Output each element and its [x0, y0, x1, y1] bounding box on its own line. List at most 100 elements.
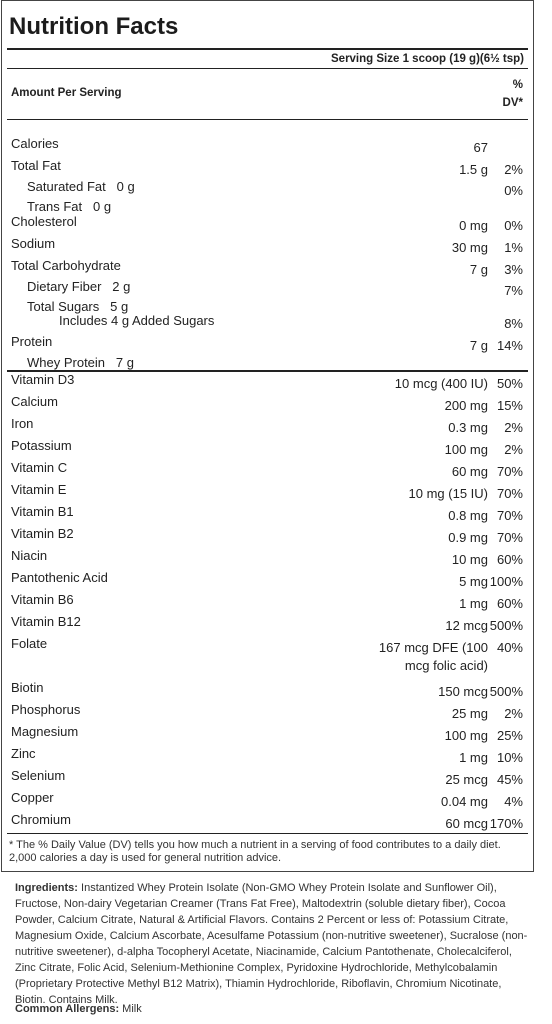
- vitamin-name: Vitamin B2: [11, 526, 74, 541]
- vitamin-name: Biotin: [11, 680, 44, 695]
- vitamin-name: Magnesium: [11, 724, 79, 739]
- vitamin-amount: 10 mg: [451, 552, 488, 567]
- vitamin-amount: 200 mg: [444, 398, 488, 413]
- row-whey-protein-name: Whey Protein 7 g: [27, 355, 134, 370]
- vitamin-name: Phosphorus: [11, 702, 81, 717]
- row-saturated-fat-dv: 0%: [504, 183, 523, 198]
- vitamin-name: Chromium: [11, 812, 71, 827]
- vitamin-name: Vitamin B6: [11, 592, 74, 607]
- ingredients-block: Ingredients: Instantized Whey Protein Is…: [15, 880, 535, 1008]
- vitamin-dv: 70%: [496, 508, 523, 523]
- vitamin-amount: 10 mg (15 IU): [408, 486, 488, 501]
- vitamin-amount: 167 mcg DFE (100: [378, 640, 488, 655]
- row-protein-amount: 7 g: [469, 338, 488, 353]
- row-calories-amount: 67: [473, 140, 488, 155]
- row-dietary-fiber-name: Dietary Fiber 2 g: [27, 279, 131, 294]
- vitamin-amount: 1 mg: [459, 596, 488, 611]
- vitamin-amount: 60 mcg: [445, 816, 488, 831]
- row-sodium-name: Sodium: [11, 236, 56, 251]
- row-saturated-fat-name: Saturated Fat 0 g: [27, 179, 135, 194]
- row-dietary-fiber-dv: 7%: [504, 283, 523, 298]
- vitamin-name: Copper: [11, 790, 54, 805]
- vitamin-dv: 100%: [489, 574, 523, 589]
- row-protein-name: Protein: [11, 334, 53, 349]
- row-carbohydrate-dv: 3%: [504, 262, 523, 277]
- ingredients-text: Instantized Whey Protein Isolate (Non-GM…: [15, 882, 528, 1006]
- vitamin-amount: 10 mcg (400 IU): [394, 376, 488, 391]
- allergens-block: Common Allergens: Milk: [15, 1003, 142, 1015]
- vitamin-amount: 150 mcg: [438, 684, 488, 699]
- vitamin-dv: 2%: [504, 442, 523, 457]
- vitamin-amount: 0.8 mg: [448, 508, 488, 523]
- vitamin-amount-line2: mcg folic acid): [404, 658, 488, 673]
- dv-header-label: DV*: [502, 97, 523, 109]
- row-total-fat-amount: 1.5 g: [459, 162, 488, 177]
- vitamin-name: Vitamin E: [11, 482, 67, 497]
- dv-footnote: * The % Daily Value (DV) tells you how m…: [9, 839, 501, 864]
- vitamin-name: Vitamin B1: [11, 504, 74, 519]
- vitamin-dv: 60%: [496, 596, 523, 611]
- vitamin-amount: 1 mg: [459, 750, 488, 765]
- vitamin-amount: 5 mg: [459, 574, 488, 589]
- vitamin-amount: 100 mg: [444, 442, 488, 457]
- vitamin-dv: 40%: [496, 640, 523, 655]
- vitamin-dv: 70%: [496, 486, 523, 501]
- vitamin-dv: 2%: [504, 420, 523, 435]
- amount-rule: [7, 119, 528, 120]
- vitamin-name: Niacin: [11, 548, 48, 563]
- dv-header-percent: %: [512, 79, 523, 91]
- vitamin-dv: 15%: [496, 398, 523, 413]
- row-total-fat-name: Total Fat: [11, 158, 61, 173]
- vitamin-name: Potassium: [11, 438, 72, 453]
- vitamin-name: Pantothenic Acid: [11, 570, 108, 585]
- vitamin-dv: 45%: [496, 772, 523, 787]
- row-sodium-amount: 30 mg: [451, 240, 488, 255]
- vitamin-dv: 70%: [496, 464, 523, 479]
- row-cholesterol-amount: 0 mg: [459, 218, 488, 233]
- allergens-text: Milk: [122, 1003, 142, 1015]
- panel-title: Nutrition Facts: [9, 13, 179, 40]
- vitamin-name: Vitamin B12: [11, 614, 81, 629]
- row-carbohydrate-amount: 7 g: [469, 262, 488, 277]
- vitamin-amount: 12 mcg: [445, 618, 488, 633]
- row-carbohydrate-name: Total Carbohydrate: [11, 258, 121, 273]
- row-total-sugars-name: Total Sugars 5 g: [27, 299, 129, 314]
- vitamin-amount: 25 mcg: [445, 772, 488, 787]
- row-sodium-dv: 1%: [504, 240, 523, 255]
- row-added-sugars-dv: 8%: [504, 316, 523, 331]
- title-rule: [7, 48, 528, 50]
- row-cholesterol-name: Cholesterol: [11, 214, 77, 229]
- row-cholesterol-dv: 0%: [504, 218, 523, 233]
- vitamin-amount: 25 mg: [451, 706, 488, 721]
- nutrition-facts-panel: Nutrition Facts Serving Size 1 scoop (19…: [1, 0, 534, 872]
- row-added-sugars-name: Includes 4 g Added Sugars: [59, 313, 215, 328]
- vitamin-amount: 100 mg: [444, 728, 488, 743]
- vitamin-amount: 0.04 mg: [441, 794, 488, 809]
- vitamin-name: Vitamin D3: [11, 372, 75, 387]
- serving-rule: [7, 68, 528, 69]
- row-protein-dv: 14%: [496, 338, 523, 353]
- vitamin-name: Folate: [11, 636, 48, 651]
- vitamin-name: Vitamin C: [11, 460, 68, 475]
- vitamin-dv: 2%: [504, 706, 523, 721]
- allergens-label: Common Allergens:: [15, 1003, 120, 1015]
- vitamin-dv: 25%: [496, 728, 523, 743]
- vitamin-name: Iron: [11, 416, 34, 431]
- amount-per-serving: Amount Per Serving: [11, 87, 122, 99]
- ingredients-label: Ingredients:: [15, 882, 78, 894]
- vitamin-dv: 500%: [489, 684, 523, 699]
- vitamin-dv: 50%: [496, 376, 523, 391]
- vitamin-dv: 10%: [496, 750, 523, 765]
- vitamin-name: Selenium: [11, 768, 66, 783]
- vitamin-name: Calcium: [11, 394, 58, 409]
- serving-size: Serving Size 1 scoop (19 g)(6½ tsp): [331, 53, 524, 65]
- vitamin-dv: 4%: [504, 794, 523, 809]
- row-total-fat-dv: 2%: [504, 162, 523, 177]
- vitamin-dv: 70%: [496, 530, 523, 545]
- vitamin-amount: 0.3 mg: [448, 420, 488, 435]
- vitamin-dv: 500%: [489, 618, 523, 633]
- row-calories-name: Calories: [11, 136, 59, 151]
- vitamin-name: Zinc: [11, 746, 36, 761]
- row-trans-fat-name: Trans Fat 0 g: [27, 199, 112, 214]
- vitamins-rule: [7, 370, 528, 372]
